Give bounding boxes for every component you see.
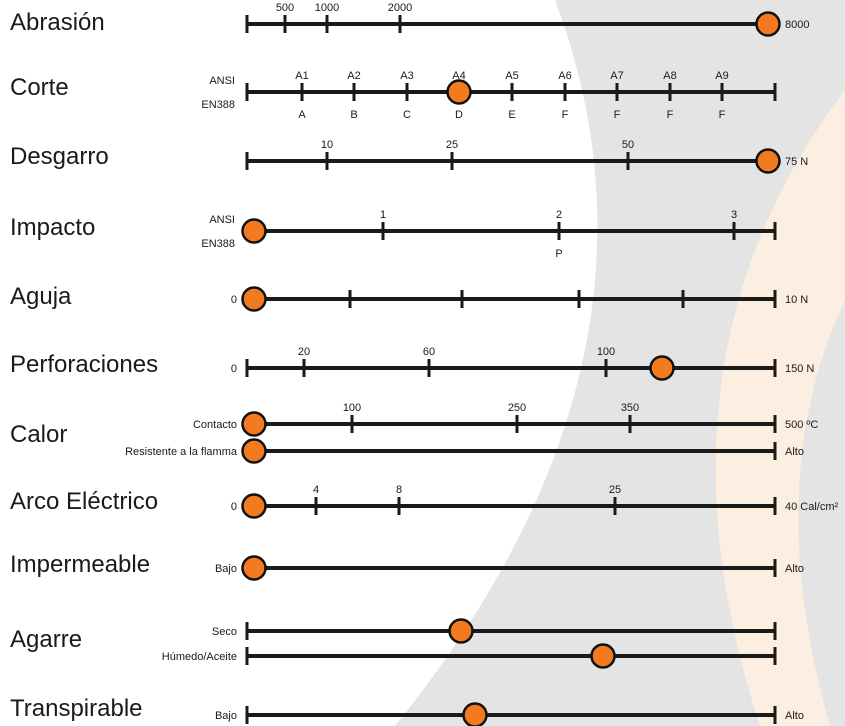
side-label: Contacto <box>193 419 237 431</box>
tick-label-top: 4 <box>313 484 319 496</box>
row-label-desgarro: Desgarro <box>10 143 109 170</box>
row-label-impacto: Impacto <box>10 214 96 241</box>
tick-label-bottom: C <box>403 109 411 121</box>
row-label-transpirable: Transpirable <box>10 695 143 722</box>
side-label: 0 <box>231 501 237 513</box>
row-label-calor: Calor <box>10 421 68 448</box>
tick-label-top: 10 <box>321 139 333 151</box>
end-label: 75 N <box>785 156 808 168</box>
rating-marker <box>241 218 267 244</box>
tick-label-top: A3 <box>400 70 413 82</box>
tick-label-bottom: F <box>614 109 621 121</box>
side-label: Bajo <box>215 710 237 722</box>
tick-label-top: 500 <box>276 2 294 14</box>
rating-marker <box>755 11 781 37</box>
row-label-abrasion: Abrasión <box>10 9 105 36</box>
tick-label-top: 2 <box>556 209 562 221</box>
tick-label-top: A7 <box>610 70 623 82</box>
row-label-arco: Arco Eléctrico <box>10 488 159 515</box>
end-label: 500 ºC <box>785 419 818 431</box>
tick-label-bottom: A <box>298 109 306 121</box>
row-label-aguja: Aguja <box>10 283 72 310</box>
tick-label-top: 2000 <box>388 2 412 14</box>
tick-label-bottom: B <box>350 109 357 121</box>
rating-marker <box>241 493 267 519</box>
end-label: 8000 <box>785 19 809 31</box>
end-label: 40 Cal/cm² <box>785 501 839 513</box>
tick-label-top: 3 <box>731 209 737 221</box>
rating-marker <box>241 555 267 581</box>
row-label-impermeable: Impermeable <box>10 551 151 578</box>
tick-label-top: A5 <box>505 70 518 82</box>
row-label-perforaciones: Perforaciones <box>10 351 159 378</box>
rating-marker <box>446 79 472 105</box>
rating-marker <box>241 286 267 312</box>
tick-label-bottom: F <box>667 109 674 121</box>
tick-label-bottom: E <box>508 109 515 121</box>
side-label-bottom: EN388 <box>201 238 235 250</box>
tick-label-top: 350 <box>621 402 639 414</box>
tick-label-bottom: F <box>562 109 569 121</box>
tick-label-top: 1 <box>380 209 386 221</box>
end-label: 150 N <box>785 363 814 375</box>
tick-label-top: A6 <box>558 70 571 82</box>
rating-marker <box>448 618 474 644</box>
tick-label-top: 25 <box>609 484 621 496</box>
tick-label-top: A9 <box>715 70 728 82</box>
side-label: 0 <box>231 363 237 375</box>
background-inner-gray-shape <box>798 300 845 726</box>
rating-marker <box>241 438 267 464</box>
tick-label-top: A2 <box>347 70 360 82</box>
tick-label-top: 100 <box>343 402 361 414</box>
end-label: Alto <box>785 446 804 458</box>
row-label-agarre: Agarre <box>10 626 83 653</box>
side-label-bottom: EN388 <box>201 99 235 111</box>
tick-label-top: 50 <box>622 139 634 151</box>
rating-marker <box>241 411 267 437</box>
side-label: Bajo <box>215 563 237 575</box>
end-label: Alto <box>785 710 804 722</box>
rating-marker <box>649 355 675 381</box>
side-label-top: ANSI <box>209 214 235 226</box>
tick-label-bottom: P <box>555 248 562 260</box>
tick-label-top: 60 <box>423 346 435 358</box>
tick-label-bottom: F <box>719 109 726 121</box>
tick-label-top: A8 <box>663 70 676 82</box>
end-label: Alto <box>785 563 804 575</box>
row-label-corte: Corte <box>10 74 69 101</box>
side-label-top: ANSI <box>209 75 235 87</box>
rating-marker <box>590 643 616 669</box>
tick-label-top: 100 <box>597 346 615 358</box>
tick-label-top: A1 <box>295 70 308 82</box>
tick-label-top: 250 <box>508 402 526 414</box>
side-label: Resistente a la flamma <box>125 446 238 458</box>
side-label: 0 <box>231 294 237 306</box>
tick-label-top: A4 <box>452 70 465 82</box>
tick-label-top: 25 <box>446 139 458 151</box>
side-label: Húmedo/Aceite <box>162 651 237 663</box>
rating-marker <box>755 148 781 174</box>
tick-label-top: 8 <box>396 484 402 496</box>
end-label: 10 N <box>785 294 808 306</box>
tick-label-bottom: D <box>455 109 463 121</box>
side-label: Seco <box>212 626 237 638</box>
rating-marker <box>462 702 488 726</box>
tick-label-top: 20 <box>298 346 310 358</box>
tick-label-top: 1000 <box>315 2 339 14</box>
